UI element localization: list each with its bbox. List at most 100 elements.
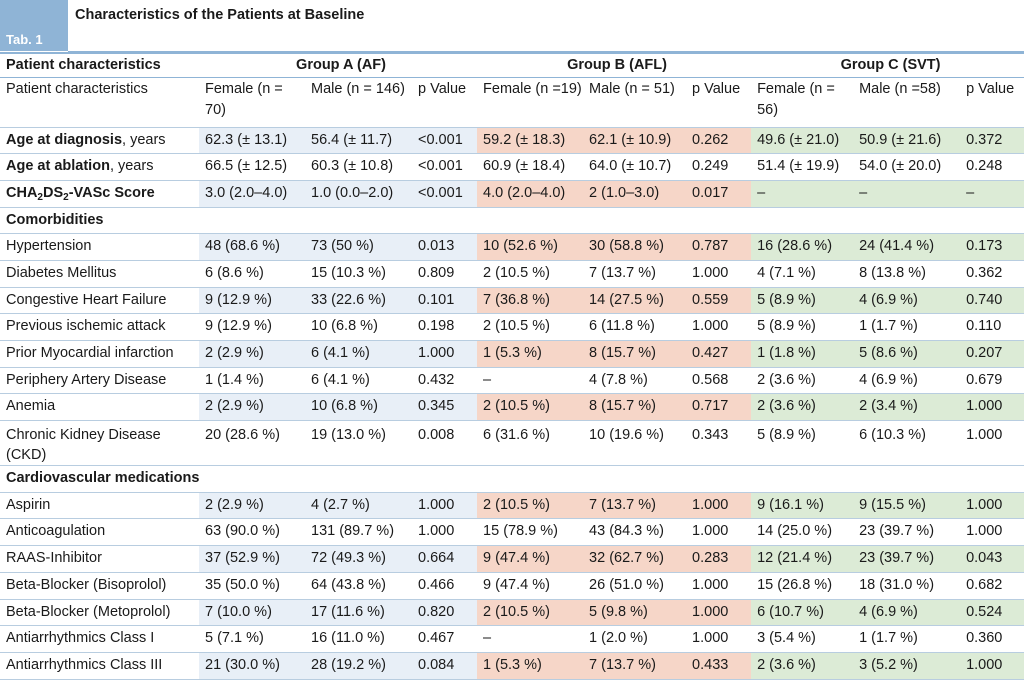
- table-cell: 0.787: [686, 233, 752, 261]
- row-label: Age at ablation, years: [0, 153, 199, 181]
- table-cell: 62.1 (± 10.9): [583, 127, 687, 155]
- group-header-row: Patient characteristics Group A (AF) Gro…: [0, 52, 1024, 78]
- table-row: RAAS-Inhibitor 37 (52.9 %) 72 (49.3 %) 0…: [0, 545, 1024, 573]
- table-cell: 1.000: [686, 518, 752, 547]
- table-row: Hypertension 48 (68.6 %) 73 (50 %) 0.013…: [0, 233, 1024, 261]
- table-cell: 0.017: [686, 180, 752, 208]
- table-cell: 2 (10.5 %): [477, 260, 584, 288]
- row-label: Hypertension: [0, 233, 199, 261]
- table-cell: 18 (31.0 %): [853, 572, 961, 600]
- table-cell: 1 (1.7 %): [853, 625, 961, 653]
- table-cell: –: [960, 180, 1024, 208]
- table-cell: –: [477, 367, 584, 395]
- table-cell: 60.9 (± 18.4): [477, 153, 584, 181]
- table-cell: –: [853, 180, 961, 208]
- table-cell: 2 (3.6 %): [751, 393, 854, 422]
- table-number-tab: Tab. 1: [0, 0, 68, 51]
- table-cell: 16 (28.6 %): [751, 233, 854, 261]
- table-cell: 0.360: [960, 625, 1024, 653]
- table-cell: 15 (26.8 %): [751, 572, 854, 600]
- table-cell: 0.345: [412, 393, 478, 422]
- section-heading: Comorbidities: [0, 207, 1024, 235]
- table-cell: 1 (1.4 %): [199, 367, 305, 395]
- table-cell: 4 (7.8 %): [583, 367, 687, 395]
- table-cell: 72 (49.3 %): [305, 545, 412, 573]
- table-row: CHA2DS2-VASc Score 3.0 (2.0–4.0) 1.0 (0.…: [0, 180, 1024, 208]
- table-row: Beta-Blocker (Bisoprolol) 35 (50.0 %) 64…: [0, 572, 1024, 600]
- table-cell: 37 (52.9 %): [199, 545, 305, 573]
- table-cell: 0.664: [412, 545, 478, 573]
- table-cell: 1.000: [960, 393, 1024, 422]
- table-cell: 1.000: [960, 492, 1024, 520]
- table-row: Aspirin 2 (2.9 %) 4 (2.7 %) 1.000 2 (10.…: [0, 492, 1024, 520]
- table-row: Age at ablation, years 66.5 (± 12.5) 60.…: [0, 153, 1024, 181]
- table-cell: 5 (8.9 %): [751, 287, 854, 315]
- table-cell: 50.9 (± 21.6): [853, 127, 961, 155]
- table-cell: 66.5 (± 12.5): [199, 153, 305, 181]
- table-cell: 0.173: [960, 233, 1024, 261]
- table-cell: 16 (11.0 %): [305, 625, 412, 653]
- table-cell: 0.427: [686, 340, 752, 368]
- table-cell: 0.362: [960, 260, 1024, 288]
- label-part: -VASc Score: [68, 184, 155, 201]
- subheader-c-female: Female (n = 56): [751, 77, 854, 128]
- table-cell: 64 (43.8 %): [305, 572, 412, 600]
- table-cell: 12 (21.4 %): [751, 545, 854, 573]
- table-cell: 2 (2.9 %): [199, 393, 305, 422]
- table-cell: 5 (9.8 %): [583, 599, 687, 627]
- table-cell: 0.524: [960, 599, 1024, 627]
- row-label: RAAS-Inhibitor: [0, 545, 199, 573]
- table-cell: 7 (13.7 %): [583, 492, 687, 520]
- row-label: Congestive Heart Failure: [0, 287, 199, 315]
- table-cell: 23 (39.7 %): [853, 518, 961, 547]
- header-group-a: Group A (AF): [199, 52, 478, 78]
- row-label: Antiarrhythmics Class I: [0, 625, 199, 653]
- table-cell: 49.6 (± 21.0): [751, 127, 854, 155]
- table-cell: 6 (10.7 %): [751, 599, 854, 627]
- baseline-characteristics-table: Patient characteristics Group A (AF) Gro…: [0, 52, 1024, 680]
- table-cell: 5 (8.9 %): [751, 420, 854, 467]
- table-cell: 30 (58.8 %): [583, 233, 687, 261]
- table-cell: –: [751, 180, 854, 208]
- table-cell: 0.568: [686, 367, 752, 395]
- table-cell: 63 (90.0 %): [199, 518, 305, 547]
- table-cell: 0.809: [412, 260, 478, 288]
- table-cell: 9 (12.9 %): [199, 313, 305, 341]
- table-cell: 0.820: [412, 599, 478, 627]
- subheader-label: Patient characteristics: [0, 77, 199, 128]
- table-cell: 9 (47.4 %): [477, 572, 584, 600]
- table-cell: 6 (31.6 %): [477, 420, 584, 467]
- table-cell: 9 (12.9 %): [199, 287, 305, 315]
- table-cell: 0.249: [686, 153, 752, 181]
- row-label: Periphery Artery Disease: [0, 367, 199, 395]
- table-row: Age at diagnosis, years 62.3 (± 13.1) 56…: [0, 127, 1024, 155]
- section-row-cardiovascular-medications: Cardiovascular medications: [0, 465, 1024, 493]
- table-cell: 59.2 (± 18.3): [477, 127, 584, 155]
- table-cell: 7 (13.7 %): [583, 652, 687, 680]
- subheader-a-p: p Value: [412, 77, 478, 128]
- table-cell: 4 (6.9 %): [853, 599, 961, 627]
- row-label: Anticoagulation: [0, 518, 199, 547]
- table-cell: 7 (10.0 %): [199, 599, 305, 627]
- row-label: Age at diagnosis, years: [0, 127, 199, 155]
- table-cell: 131 (89.7 %): [305, 518, 412, 547]
- table-cell: 19 (13.0 %): [305, 420, 412, 467]
- table-cell: 10 (52.6 %): [477, 233, 584, 261]
- table-cell: 54.0 (± 20.0): [853, 153, 961, 181]
- table-cell: 4 (7.1 %): [751, 260, 854, 288]
- subheader-a-female: Female (n = 70): [199, 77, 305, 128]
- table-cell: –: [477, 625, 584, 653]
- table-cell: 15 (10.3 %): [305, 260, 412, 288]
- table-cell: 0.262: [686, 127, 752, 155]
- table-cell: 7 (36.8 %): [477, 287, 584, 315]
- table-cell: 2 (10.5 %): [477, 492, 584, 520]
- table-cell: 9 (15.5 %): [853, 492, 961, 520]
- table-cell: 4 (6.9 %): [853, 367, 961, 395]
- table-cell: 15 (78.9 %): [477, 518, 584, 547]
- table-cell: 73 (50 %): [305, 233, 412, 261]
- table-cell: 2 (2.9 %): [199, 340, 305, 368]
- table-cell: <0.001: [412, 180, 478, 208]
- table-cell: 8 (13.8 %): [853, 260, 961, 288]
- label-subscript: 2: [37, 191, 43, 203]
- table-title: Characteristics of the Patients at Basel…: [75, 7, 365, 23]
